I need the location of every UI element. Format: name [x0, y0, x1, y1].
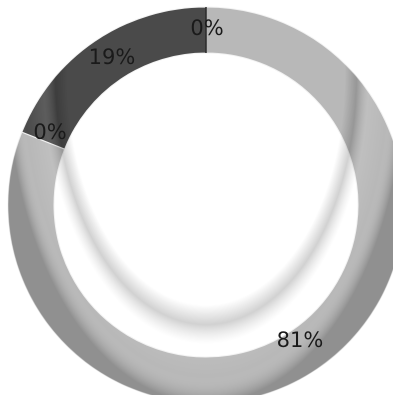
- slice-label-1: 0%: [33, 120, 66, 144]
- ring-shading: [8, 0, 393, 400]
- labels-layer: 81% 0% 19% 0%: [33, 16, 323, 352]
- slice-label-2: 19%: [89, 45, 136, 69]
- slice-label-0: 81%: [277, 328, 324, 352]
- slices-layer: [7, 0, 393, 400]
- slice-label-3: 0%: [190, 16, 223, 40]
